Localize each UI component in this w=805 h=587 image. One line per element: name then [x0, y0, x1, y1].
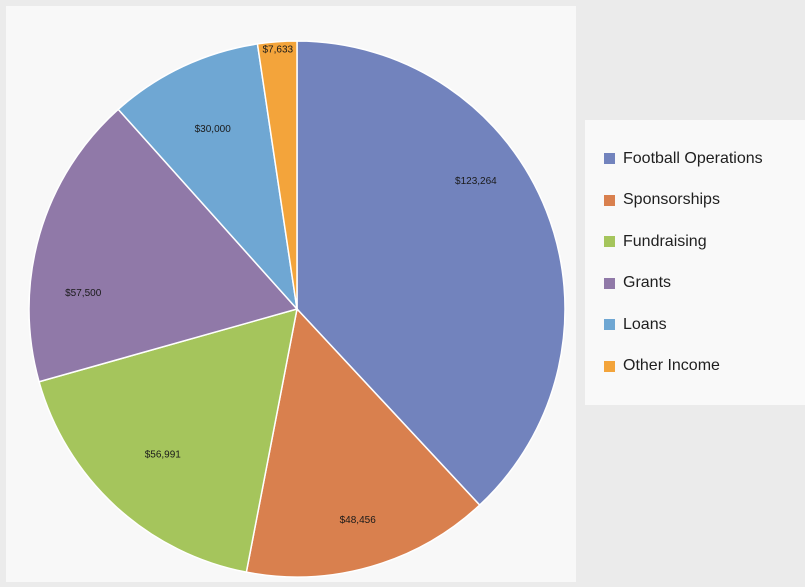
pie-value-labels: $123,264 $48,456 $56,991 $57,500 $30,000 $7,6… — [65, 44, 497, 525]
legend-swatch — [604, 194, 615, 206]
legend-swatch — [604, 277, 615, 289]
legend-label: Sponsorships — [623, 191, 720, 208]
legend-item-fundraising: Fundraising — [604, 231, 763, 252]
legend: Football Operations Sponsorships Fundraisi… — [604, 148, 763, 397]
pie-slice-sponsorships — [245, 307, 481, 578]
legend-item-sponsorships: Sponsorships — [604, 190, 763, 211]
value-label-fundraising: $56,991 — [145, 450, 182, 461]
legend-item-grants: Grants — [604, 273, 763, 294]
legend-swatch — [604, 319, 615, 330]
pie-slices — [28, 40, 566, 578]
value-label-grants: $57,500 — [65, 288, 102, 299]
pie-slice-other-income — [256, 40, 298, 310]
value-label-sponsorships: $48,456 — [340, 515, 377, 526]
value-label-loans: $30,000 — [195, 124, 232, 135]
legend-label: Other Income — [623, 357, 720, 374]
pie-slice-fundraising — [38, 307, 298, 574]
legend-label: Football Operations — [623, 149, 763, 167]
legend-item-other-income: Other Income — [604, 356, 763, 377]
pie-slice-loans — [117, 43, 299, 312]
legend-item-football-operations: Football Operations — [604, 148, 763, 169]
legend-label: Loans — [623, 315, 667, 333]
legend-swatch — [604, 236, 615, 247]
legend-item-loans: Loans — [604, 314, 763, 335]
value-label-other-income: $7,633 — [263, 44, 294, 55]
legend-label: Grants — [623, 274, 672, 291]
legend-label: Fundraising — [623, 232, 707, 250]
legend-swatch — [604, 360, 615, 372]
legend-area — [585, 120, 805, 405]
value-label-football-operations: $123,264 — [455, 176, 497, 187]
legend-swatch — [604, 153, 615, 164]
pie-slice-grants — [28, 108, 299, 383]
pie-slice-football-operations — [296, 40, 566, 507]
